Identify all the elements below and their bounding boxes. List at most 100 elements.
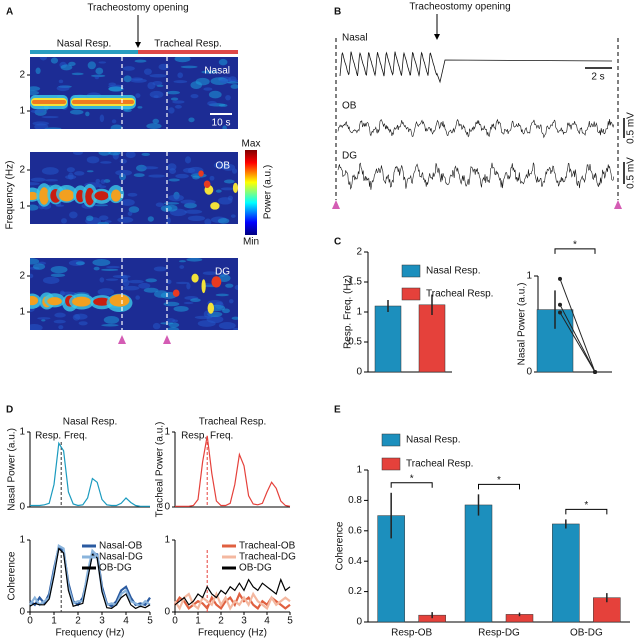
x-tick-label: Resp-OB [391,628,432,639]
y-tick-label: 0 [356,367,362,378]
spectrogram-texture [78,321,88,326]
spectrogram-texture [220,187,234,191]
line-series [30,441,150,507]
spectrogram-texture [234,284,238,290]
y-tick-label: 2 [19,70,25,81]
y-axis-title: Coherence [335,521,346,570]
spectrogram-texture [86,170,94,173]
bar [374,305,402,373]
spectrogram-texture [98,61,107,64]
trace [337,118,615,139]
spectrogram-texture [228,76,237,83]
significance-bracket [478,483,520,490]
spectrogram-texture [101,268,119,271]
y-tick-label: 0 [526,367,532,378]
event-label: Tracheostomy opening [409,2,510,13]
spectrogram-texture [187,215,206,221]
y-tick-label: 0.4 [348,556,362,567]
y-tick-label: 1 [19,201,25,212]
spectrogram-texture [163,301,180,307]
spectrogram-texture [119,158,127,164]
spectrogram-texture [30,204,39,211]
spectrogram-texture [75,261,85,266]
y-tick-label: 0 [19,502,25,513]
legend-label: Nasal-OB [99,541,143,552]
spectrogram-texture [39,57,48,61]
x-tick-label: 3 [241,616,247,627]
band [47,297,62,306]
spectrogram-texture [41,167,59,175]
spectrogram-texture [218,274,231,283]
legend-label: Tracheal Resp. [426,289,493,300]
spectrogram-texture [230,84,238,89]
spectrogram-texture [141,166,159,170]
legend-label: Tracheal-DG [239,552,296,563]
spectrogram-texture [173,305,189,312]
spectrogram-texture [103,315,120,324]
amplitude-scale-label: 0.5 mV [626,157,636,189]
band [109,294,130,307]
spectrogram-spot [207,302,215,314]
spectrogram-texture [168,194,184,202]
spectrogram-texture [222,125,227,129]
x-tick-label: 1 [195,616,201,627]
colorbar-max: Max [242,139,261,150]
band [59,189,75,202]
spectrogram-texture [215,293,229,297]
spectrogram-texture [197,320,216,327]
spectrogram-texture [131,77,144,81]
trace-label: Nasal [342,33,368,44]
y-tick-label: 1 [526,271,532,282]
legend-label: Nasal-DG [99,552,143,563]
paired-point [558,276,562,281]
y-tick-label: 1 [19,307,25,318]
spectrogram-texture [108,82,116,86]
paired-line [559,312,596,373]
spectrogram-texture [98,152,111,156]
y-tick-label: 0.6 [348,525,362,536]
y-tick-label: 0.5 [348,337,362,348]
x-tick-label: 2 [218,616,224,627]
significance-star: * [573,240,577,251]
spectrogram-texture [86,156,100,164]
spectrogram-texture [149,74,167,78]
spectrogram [30,152,238,224]
spectrogram-texture [231,168,238,174]
y-axis-title: Resp. Freq. (Hz) [343,275,354,349]
y-axis-title: Tracheal Power (a.u.) [155,422,166,518]
spectrogram-texture [186,258,203,262]
spectrogram-texture [95,178,101,184]
spectrogram-texture [174,104,182,109]
spectrogram-texture [108,86,124,92]
spectrogram-texture [30,273,34,279]
spectrogram-texture [184,202,197,209]
spectrogram-texture [203,87,213,91]
period-label: Tracheal Resp. [154,39,221,50]
event-label: Tracheostomy opening [87,3,188,14]
spectrogram-texture [153,266,167,272]
y-tick-label: 0 [164,607,170,618]
spectrogram-texture [42,276,60,284]
spectrogram-texture [72,152,83,156]
x-tick-label: 0 [27,616,33,627]
spectrogram-texture [222,308,230,314]
spectrogram-texture [127,211,133,216]
trace [337,162,615,190]
spectrogram-texture [227,81,238,84]
y-tick-label: 1 [356,465,362,476]
spectrogram-texture [111,119,117,124]
legend-label: Tracheal-OB [239,541,296,552]
band [93,297,111,306]
x-axis-title: Frequency (Hz) [198,628,267,639]
spectrogram-texture [67,172,74,180]
spectrogram-texture [134,59,147,63]
line-series [174,577,291,606]
spectrogram-spot [203,180,211,189]
x-tick-label: 3 [99,616,105,627]
y-axis-title: Nasal Power (a.u.) [517,283,528,366]
y-tick-label: 0 [164,502,170,513]
event-marker [163,335,171,344]
spectrogram-texture [100,179,106,184]
